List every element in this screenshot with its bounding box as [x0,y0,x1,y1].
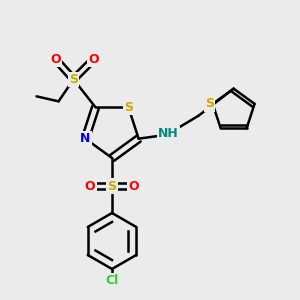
Text: S: S [69,73,78,86]
Text: O: O [85,179,95,193]
Text: O: O [50,53,61,66]
Text: S: S [205,98,214,110]
Text: NH: NH [158,127,179,140]
Text: O: O [88,53,99,66]
Text: N: N [80,132,91,145]
Text: O: O [129,179,139,193]
Text: S: S [107,179,116,193]
Text: S: S [124,101,133,114]
Text: Cl: Cl [105,274,119,287]
